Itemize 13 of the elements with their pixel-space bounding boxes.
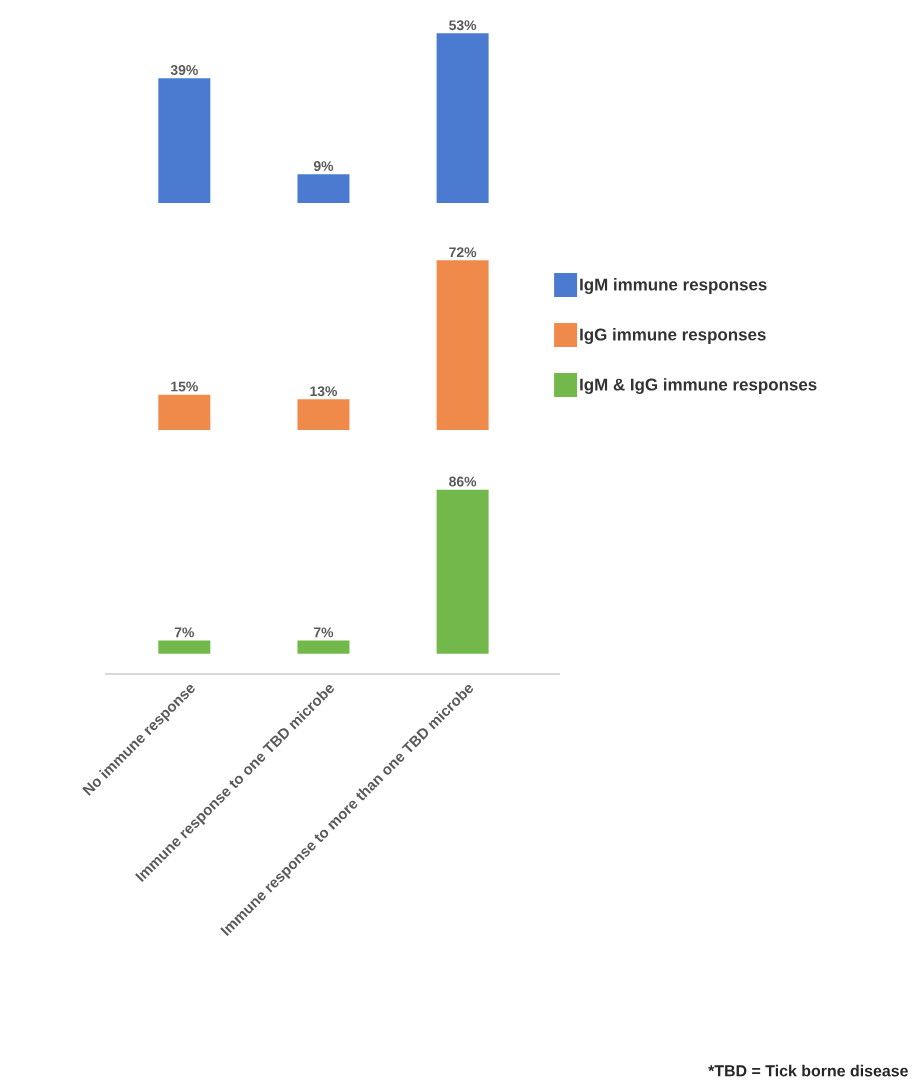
data-label: 7% xyxy=(174,627,195,638)
text: *TBD = Tick borne disease xyxy=(708,1064,908,1077)
data-label: 9% xyxy=(313,161,334,171)
data-label: 7% xyxy=(313,627,334,638)
data-label: 53% xyxy=(449,20,477,31)
data-label: 39% xyxy=(170,65,198,75)
legend-label: IgM immune responses xyxy=(580,278,767,294)
legend-label: IgM & IgG immune responses xyxy=(580,378,817,394)
data-label: 72% xyxy=(449,247,477,258)
data-label: 15% xyxy=(171,381,198,392)
data-label: 86% xyxy=(449,476,477,487)
data-label: 13% xyxy=(310,386,338,397)
legend-label: IgG immune responses xyxy=(580,328,766,344)
